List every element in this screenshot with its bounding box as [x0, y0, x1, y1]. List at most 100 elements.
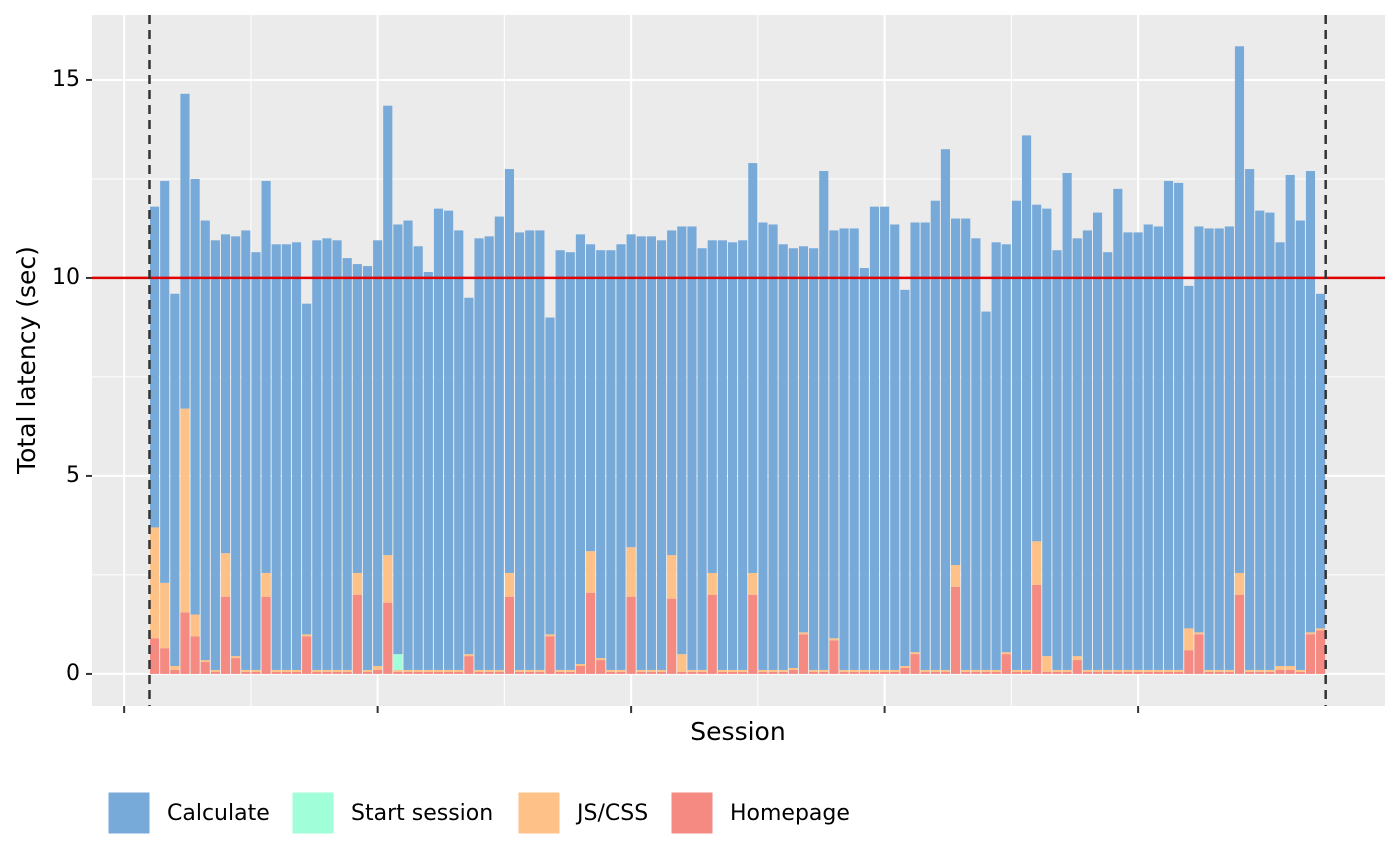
bar-segment: [393, 224, 403, 655]
bar-segment: [819, 671, 829, 674]
bar-segment: [788, 248, 798, 668]
bar-segment: [464, 297, 474, 655]
bar-segment: [454, 230, 464, 670]
bar-segment: [1072, 660, 1082, 674]
bar-segment: [1092, 212, 1103, 670]
bar-segment: [545, 317, 555, 635]
bar-segment: [1082, 230, 1092, 670]
bar-segment: [444, 669, 454, 672]
bar-segment: [1082, 671, 1092, 674]
bar-segment: [149, 527, 160, 639]
bar-segment: [1255, 210, 1265, 670]
bar-segment: [332, 671, 342, 674]
bar-segment: [1062, 669, 1072, 672]
bar-segment: [1234, 572, 1245, 595]
bar-segment: [474, 238, 484, 670]
bar-segment: [1052, 669, 1062, 672]
bar-segment: [677, 671, 687, 674]
bar-segment: [1021, 135, 1032, 670]
bar-segment: [758, 222, 768, 670]
bar-segment: [738, 240, 748, 670]
bar-segment: [971, 669, 981, 672]
bar-segment: [474, 669, 484, 672]
legend-key: [291, 791, 335, 835]
bar-segment: [1285, 666, 1295, 670]
bar-segment: [1042, 671, 1052, 674]
bar-segment: [149, 206, 160, 528]
bar-segment: [1143, 669, 1153, 672]
bar-segment: [312, 669, 322, 672]
bar-segment: [667, 555, 677, 599]
bar-segment: [1245, 669, 1255, 672]
bar-segment: [504, 169, 515, 573]
bar-segment: [220, 553, 231, 597]
legend-label: JS/CSS: [575, 801, 648, 826]
annotations: [92, 15, 1385, 706]
bar-segment: [342, 671, 352, 674]
bar-segment: [890, 224, 900, 670]
bar-segment: [1113, 188, 1123, 670]
bar-segment: [241, 671, 251, 674]
bar-segment: [920, 222, 930, 670]
bar-segment: [1052, 671, 1062, 674]
bar-segment: [971, 238, 981, 670]
bar-segment: [231, 236, 241, 657]
bar-segment: [1001, 244, 1011, 653]
bar-segment: [839, 671, 849, 674]
bar-segment: [1234, 46, 1245, 573]
bar-segment: [474, 671, 484, 674]
bar-segment: [859, 671, 869, 674]
bar-segment: [768, 224, 778, 670]
bar-segment: [748, 594, 758, 674]
bar-segment: [515, 232, 525, 670]
bar-segment: [423, 669, 433, 672]
legend-key: [517, 791, 561, 835]
bar-segment: [322, 669, 332, 672]
bar-segment: [180, 612, 190, 674]
bar-segment: [484, 671, 494, 674]
bar-segment: [261, 180, 271, 573]
bar-segment: [687, 226, 697, 670]
bar-segment: [1021, 671, 1032, 674]
bar-segment: [1001, 652, 1011, 655]
bar-segment: [1265, 212, 1275, 670]
bar-segment: [697, 669, 707, 672]
bar-segment: [1153, 226, 1163, 670]
bar-segment: [1032, 541, 1042, 585]
bar-segment: [575, 666, 585, 674]
bar-segment: [748, 572, 758, 595]
bar-segment: [444, 210, 454, 670]
bar-segment: [1305, 632, 1316, 635]
bar-segment: [312, 671, 322, 674]
bar-segment: [423, 271, 433, 670]
bar-segment: [261, 572, 271, 597]
bar-segment: [778, 244, 788, 670]
bar-segment: [291, 671, 302, 674]
bar-segment: [869, 206, 880, 670]
bar-segment: [149, 638, 160, 674]
bar-segment: [312, 240, 322, 670]
y-tick-label: 15: [52, 67, 80, 92]
bar-segment: [697, 671, 707, 674]
bars: [149, 46, 1326, 674]
bar-segment: [180, 408, 190, 613]
bar-segment: [1285, 174, 1295, 667]
bar-segment: [920, 671, 930, 674]
bar-segment: [646, 669, 656, 672]
bar-segment: [859, 268, 869, 670]
bar-segment: [1184, 650, 1194, 674]
bar-segment: [525, 230, 535, 670]
bar-segment: [433, 671, 444, 674]
bar-segment: [504, 572, 515, 597]
bar-segment: [940, 669, 951, 672]
bar-segment: [829, 230, 839, 639]
bar-segment: [626, 234, 636, 548]
bar-segment: [200, 662, 210, 674]
bar-segment: [1255, 669, 1265, 672]
bar-segment: [1032, 584, 1042, 674]
bar-segment: [585, 551, 596, 593]
bar-segment: [535, 669, 545, 672]
bar-segment: [1275, 669, 1285, 674]
bar-segment: [545, 634, 555, 637]
bar-segment: [1163, 669, 1174, 672]
